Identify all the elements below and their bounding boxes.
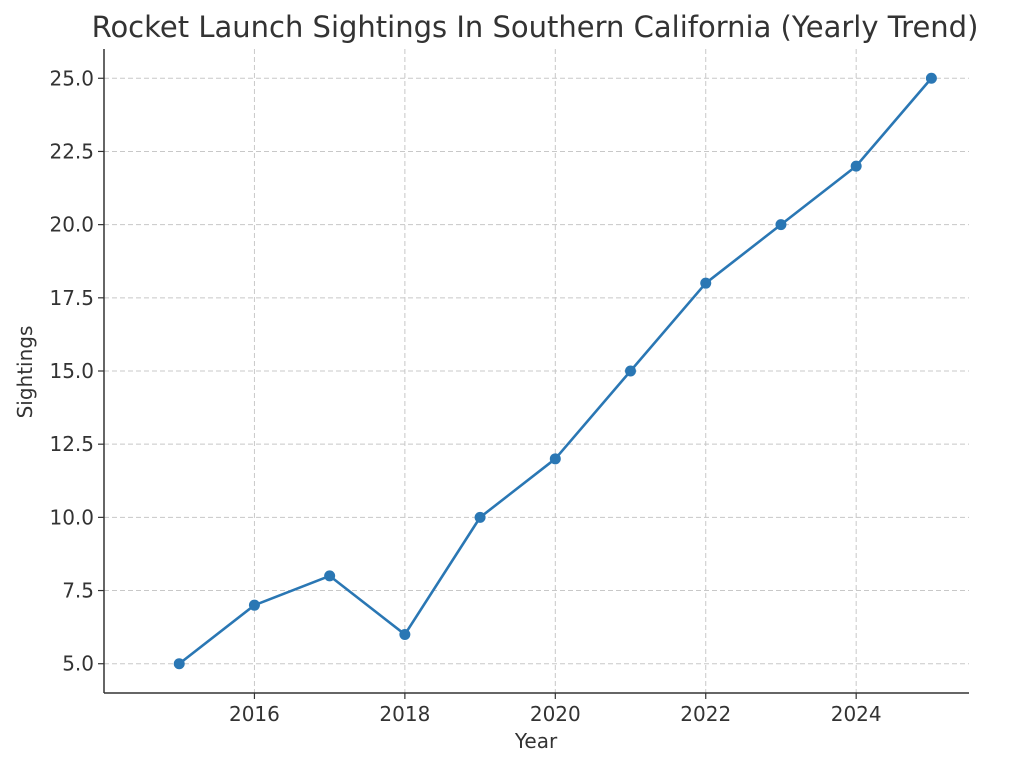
y-axis-label: Sightings: [13, 326, 37, 419]
x-tick-label: 2016: [229, 702, 280, 726]
data-point[interactable]: [775, 219, 787, 231]
y-tick-label: 15.0: [49, 359, 94, 383]
data-point[interactable]: [324, 570, 336, 582]
y-tick-label: 10.0: [49, 505, 94, 529]
x-axis-label: Year: [514, 729, 558, 753]
y-tick-label: 12.5: [49, 432, 94, 456]
grid: [104, 49, 969, 693]
data-point[interactable]: [248, 599, 260, 611]
x-tick-label: 2022: [680, 702, 731, 726]
data-point[interactable]: [399, 628, 411, 640]
x-tick-label: 2018: [379, 702, 430, 726]
data-point[interactable]: [173, 658, 185, 670]
axes: [98, 49, 969, 699]
data-point[interactable]: [549, 453, 561, 465]
y-tick-label: 22.5: [49, 139, 94, 163]
y-tick-label: 5.0: [62, 652, 94, 676]
series: [173, 72, 937, 670]
x-tick-label: 2024: [831, 702, 882, 726]
x-tick-label: 2020: [530, 702, 581, 726]
tick-labels: 2016 2018 2020 2022 2024 5.0 7.5 10.0 12.5 15.0 17…: [49, 66, 881, 726]
data-point[interactable]: [625, 365, 637, 377]
data-point[interactable]: [474, 511, 486, 523]
chart-title: Rocket Launch Sightings In Southern Cali…: [92, 10, 979, 44]
data-point[interactable]: [700, 277, 712, 289]
series-group: [173, 72, 937, 670]
y-tick-label: 20.0: [49, 213, 94, 237]
y-tick-label: 25.0: [49, 66, 94, 90]
data-point[interactable]: [850, 160, 862, 172]
y-tick-label: 7.5: [62, 579, 94, 603]
y-tick-label: 17.5: [49, 286, 94, 310]
data-point[interactable]: [925, 72, 937, 84]
